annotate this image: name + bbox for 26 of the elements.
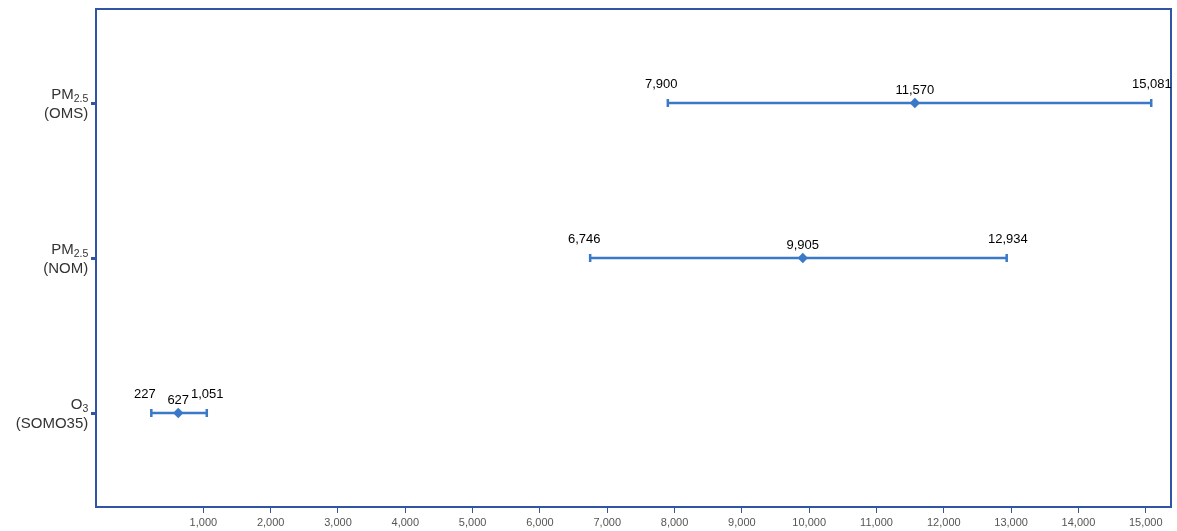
x-tick-label: 12,000 — [926, 515, 961, 528]
x-tick-label: 5,000 — [458, 515, 487, 528]
annotation: 6,746 — [568, 231, 601, 246]
data-label: 627 — [167, 391, 190, 407]
x-tick-label: 10,000 — [792, 515, 827, 528]
annotation: 1,051 — [191, 386, 224, 401]
y-tick-label: PM$_{2.5}$ (NOM) — [43, 239, 89, 276]
x-tick-label: 7,000 — [593, 515, 622, 528]
y-tick-label: O$_{3}$ (SOMO35) — [15, 394, 89, 431]
annotation: 227 — [134, 386, 156, 401]
data-label: 9,905 — [786, 236, 820, 252]
data-label: 11,570 — [895, 81, 935, 97]
x-tick-label: 9,000 — [728, 515, 756, 528]
x-tick-label: 1,000 — [189, 515, 218, 528]
x-tick-label: 11,000 — [860, 515, 893, 528]
annotation: 12,934 — [988, 231, 1028, 246]
x-tick-label: 3,000 — [324, 515, 352, 528]
x-tick-label: 13,000 — [994, 515, 1028, 528]
x-tick-label: 8,000 — [660, 515, 689, 528]
x-tick-label: 6,000 — [526, 515, 554, 528]
x-tick-label: 4,000 — [391, 515, 420, 528]
annotation: 7,900 — [645, 76, 678, 91]
y-tick-label: PM$_{2.5}$ (OMS) — [44, 84, 89, 121]
x-tick-label: 14,000 — [1061, 515, 1096, 528]
x-tick-label: 2,000 — [256, 515, 285, 528]
x-tick-label: 15,000 — [1128, 515, 1163, 528]
